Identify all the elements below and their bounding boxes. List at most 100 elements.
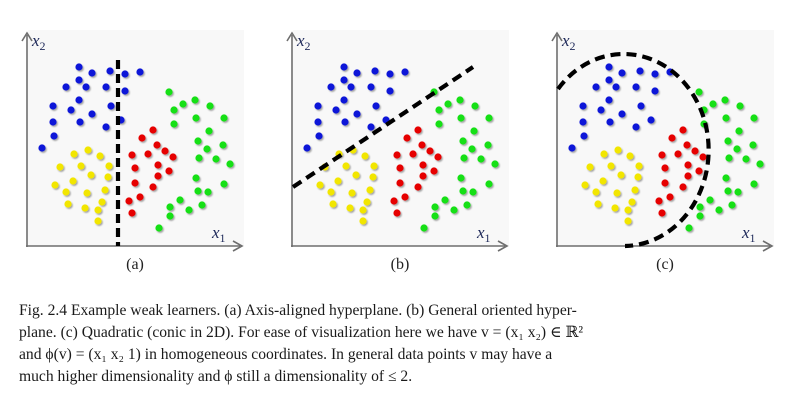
data-point-yellow	[87, 171, 95, 179]
data-point-blue	[605, 63, 613, 71]
data-point-green	[709, 100, 717, 108]
data-point-green	[724, 137, 732, 145]
data-point-blue	[605, 96, 613, 104]
data-point-yellow	[369, 173, 377, 181]
data-point-green	[733, 145, 741, 153]
data-point-blue	[136, 68, 144, 76]
data-point-yellow	[56, 163, 64, 171]
data-point-blue	[372, 102, 380, 110]
panel-c: x2 x1 (c)	[530, 0, 800, 280]
data-point-yellow	[105, 162, 113, 170]
data-point-green	[185, 206, 193, 214]
data-point-red	[679, 183, 687, 191]
axes	[286, 31, 509, 252]
data-point-green	[685, 224, 693, 232]
data-point-blue	[106, 67, 114, 75]
data-point-red	[128, 209, 136, 217]
panel-a: x2 x1 (a)	[0, 0, 270, 280]
data-point-blue	[632, 123, 640, 131]
figure-caption: Fig. 2.4 Example weak learners. (a) Axis…	[19, 300, 781, 388]
data-point-green	[194, 187, 202, 195]
data-point-red	[679, 126, 687, 134]
data-point-red	[403, 134, 411, 142]
axes	[21, 31, 244, 252]
data-point-green	[220, 180, 228, 188]
data-point-red	[695, 167, 703, 175]
data-point-green	[206, 102, 214, 110]
data-point-red	[426, 147, 434, 155]
data-point-green	[435, 106, 443, 114]
panel-b: x2 x1 (b)	[265, 0, 535, 280]
data-point-red	[655, 197, 663, 205]
data-point-green	[165, 88, 173, 96]
data-point-green	[460, 154, 468, 162]
data-point-red	[396, 164, 404, 172]
data-point-green	[179, 100, 187, 108]
data-point-blue	[371, 67, 379, 75]
data-point-yellow	[83, 189, 91, 197]
data-point-blue	[367, 123, 375, 131]
data-point-blue	[651, 70, 659, 78]
data-point-green	[471, 102, 479, 110]
data-points	[303, 63, 499, 232]
data-point-blue	[386, 87, 394, 95]
plot-area	[28, 30, 244, 246]
data-point-red	[136, 193, 144, 201]
data-point-yellow	[363, 198, 371, 206]
data-point-yellow	[334, 177, 342, 185]
data-point-blue	[75, 63, 83, 71]
data-point-green	[734, 188, 742, 196]
data-points	[568, 63, 764, 232]
data-point-red	[419, 161, 427, 169]
data-point-yellow	[348, 189, 356, 197]
data-point-green	[725, 154, 733, 162]
data-point-blue	[347, 83, 355, 91]
data-point-red	[165, 167, 173, 175]
data-point-blue	[332, 106, 340, 114]
data-point-red	[138, 134, 146, 142]
data-point-red	[661, 164, 669, 172]
data-point-yellow	[370, 162, 378, 170]
data-point-red	[131, 179, 139, 187]
data-point-green	[728, 201, 736, 209]
caption-line: much higher dimensionality and ϕ still a…	[19, 368, 413, 385]
data-point-green	[441, 196, 449, 204]
data-point-yellow	[329, 200, 337, 208]
data-point-red	[401, 193, 409, 201]
data-point-green	[450, 206, 458, 214]
data-point-green	[194, 137, 202, 145]
data-point-blue	[75, 76, 83, 84]
data-point-red	[161, 147, 169, 155]
data-point-green	[192, 174, 200, 182]
data-point-red	[699, 153, 707, 161]
data-point-green	[212, 155, 220, 163]
data-point-green	[420, 224, 428, 232]
figure: x2 x1 (a) x2 x1 (b) x2 x1 (c)	[0, 0, 800, 280]
data-point-blue	[340, 96, 348, 104]
data-point-green	[721, 96, 729, 104]
data-point-yellow	[611, 204, 619, 212]
data-point-blue	[67, 106, 75, 114]
data-point-green	[484, 141, 492, 149]
data-point-blue	[401, 68, 409, 76]
axes	[551, 31, 774, 252]
data-point-green	[170, 106, 178, 114]
data-point-red	[683, 141, 691, 149]
data-point-green	[457, 174, 465, 182]
data-point-blue	[606, 118, 614, 126]
data-point-green	[696, 203, 704, 211]
data-point-green	[469, 188, 477, 196]
data-point-blue	[76, 118, 84, 126]
data-point-red	[668, 134, 676, 142]
data-point-green	[431, 212, 439, 220]
data-point-blue	[102, 83, 110, 91]
data-point-green	[477, 155, 485, 163]
data-point-blue	[50, 132, 58, 140]
data-point-yellow	[624, 206, 632, 214]
data-point-blue	[353, 110, 361, 118]
data-point-yellow	[599, 177, 607, 185]
data-point-yellow	[359, 206, 367, 214]
data-point-blue	[75, 96, 83, 104]
